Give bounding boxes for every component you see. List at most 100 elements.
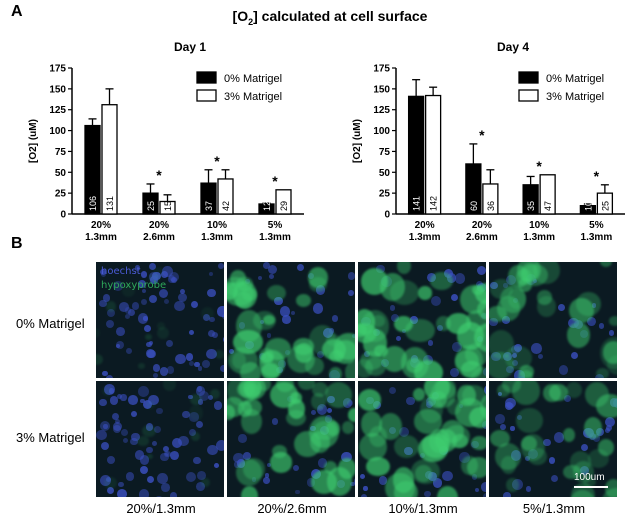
nucleus-blob <box>153 495 165 497</box>
bar-value-label: 12 <box>262 201 272 211</box>
hypoxic-cell-blob <box>500 456 516 474</box>
nucleus-blob <box>598 323 604 329</box>
legend-label: 0% Matrigel <box>224 73 282 85</box>
significance-marker: * <box>214 153 220 169</box>
nucleus-blob <box>558 364 569 375</box>
nucleus-blob <box>197 470 206 480</box>
panel-b-letter: B <box>11 235 23 252</box>
nucleus-blob <box>228 348 234 354</box>
nucleus-blob <box>557 304 565 312</box>
nucleus-blob <box>424 470 434 479</box>
hypoxic-cell-blob <box>528 448 547 465</box>
nucleus-blob <box>99 475 111 486</box>
hypoxic-cell-blob <box>310 392 327 411</box>
nucleus-blob <box>512 359 518 366</box>
hypoxic-cell-blob <box>566 322 590 348</box>
legend-label: 3% Matrigel <box>546 91 604 103</box>
nucleus-blob <box>388 386 397 395</box>
nucleus-blob <box>138 279 147 288</box>
bar-value-label: 25 <box>146 201 156 211</box>
nucleus-blob <box>608 330 615 336</box>
x-tick-label: 5% <box>268 220 283 231</box>
nucleus-blob <box>215 440 224 452</box>
nucleus-blob <box>169 450 179 460</box>
hypoxic-cell-blob <box>162 381 176 391</box>
nucleus-blob <box>360 493 368 497</box>
hypoxic-cell-blob <box>147 453 154 460</box>
nucleus-blob <box>166 366 175 374</box>
hypoxic-cell-blob <box>309 416 339 449</box>
nucleus-blob <box>550 475 558 483</box>
nucleus-blob <box>498 391 503 396</box>
bar <box>159 200 176 215</box>
hypoxic-cell-blob <box>536 290 553 305</box>
scale-bar-line <box>574 486 608 488</box>
hypoxic-cell-blob <box>429 271 453 291</box>
nucleus-blob <box>144 324 152 332</box>
hypoxic-cell-blob <box>583 476 597 488</box>
nucleus-blob <box>148 271 159 282</box>
hypoxic-cell-blob <box>257 381 271 392</box>
micrograph-tile <box>489 381 617 497</box>
row-label-3-matrigel: 3% Matrigel <box>16 430 85 445</box>
hypoxic-cell-blob <box>585 382 609 407</box>
nucleus-blob <box>516 414 523 421</box>
nucleus-blob <box>190 301 198 309</box>
nucleus-blob <box>491 351 501 362</box>
bar <box>142 192 159 215</box>
nucleus-blob <box>102 370 108 377</box>
hypoxic-cell-blob <box>360 411 383 438</box>
hypoxic-cell-blob <box>373 345 388 357</box>
significance-marker: * <box>479 127 485 143</box>
nucleus-blob <box>580 466 590 476</box>
hypoxic-cell-blob <box>189 393 202 406</box>
hypoxic-cell-blob <box>338 458 355 479</box>
nucleus-blob <box>513 344 522 353</box>
scale-bar: 100um <box>574 470 614 494</box>
nucleus-blob <box>145 423 154 431</box>
nucleus-blob <box>251 477 256 482</box>
nucleus-blob <box>406 396 416 406</box>
nucleus-blob <box>138 386 149 398</box>
nucleus-blob <box>316 403 328 415</box>
hypoxic-cell-blob <box>473 323 486 353</box>
bar <box>596 192 614 215</box>
nucleus-blob <box>503 283 508 288</box>
nucleus-blob <box>500 424 506 431</box>
nucleus-blob <box>329 369 340 378</box>
hypoxic-cell-blob <box>227 404 236 421</box>
hypoxic-cell-blob <box>601 487 617 497</box>
nucleus-blob <box>404 446 413 456</box>
nucleus-blob <box>292 464 300 471</box>
hypoxic-cell-blob <box>310 431 330 454</box>
nucleus-blob <box>222 335 224 344</box>
nucleus-blob <box>115 340 125 350</box>
nucleus-blob <box>208 271 214 277</box>
y-tick-label: 0 <box>384 210 390 221</box>
hypoxic-cell-blob <box>521 435 538 452</box>
hypoxic-cell-blob <box>121 284 135 297</box>
hypoxic-cell-blob <box>286 344 316 374</box>
x-tick-label: 20% <box>91 220 111 231</box>
nucleus-blob <box>313 303 324 314</box>
nucleus-blob <box>592 434 601 443</box>
hypoxic-cell-blob <box>358 389 381 411</box>
hypoxic-cell-blob <box>231 351 247 370</box>
hypoxic-cell-blob <box>311 470 338 495</box>
bar-value-label: 141 <box>412 196 422 211</box>
nucleus-blob <box>489 317 499 327</box>
nucleus-blob <box>264 472 270 478</box>
hypoxic-cell-blob <box>369 425 388 447</box>
nucleus-blob <box>100 441 109 451</box>
micrograph-tile <box>227 381 355 497</box>
nucleus-blob <box>363 486 368 491</box>
nucleus-blob <box>111 413 119 421</box>
bar-value-label: 29 <box>279 201 289 211</box>
hypoxic-cell-blob <box>228 347 259 375</box>
nucleus-blob <box>159 367 169 376</box>
x-tick-label: 2.6mm <box>466 232 498 243</box>
nucleus-blob <box>214 401 223 410</box>
nucleus-blob <box>212 331 219 338</box>
hypoxic-cell-blob <box>504 346 532 371</box>
nucleus-blob <box>208 394 214 400</box>
